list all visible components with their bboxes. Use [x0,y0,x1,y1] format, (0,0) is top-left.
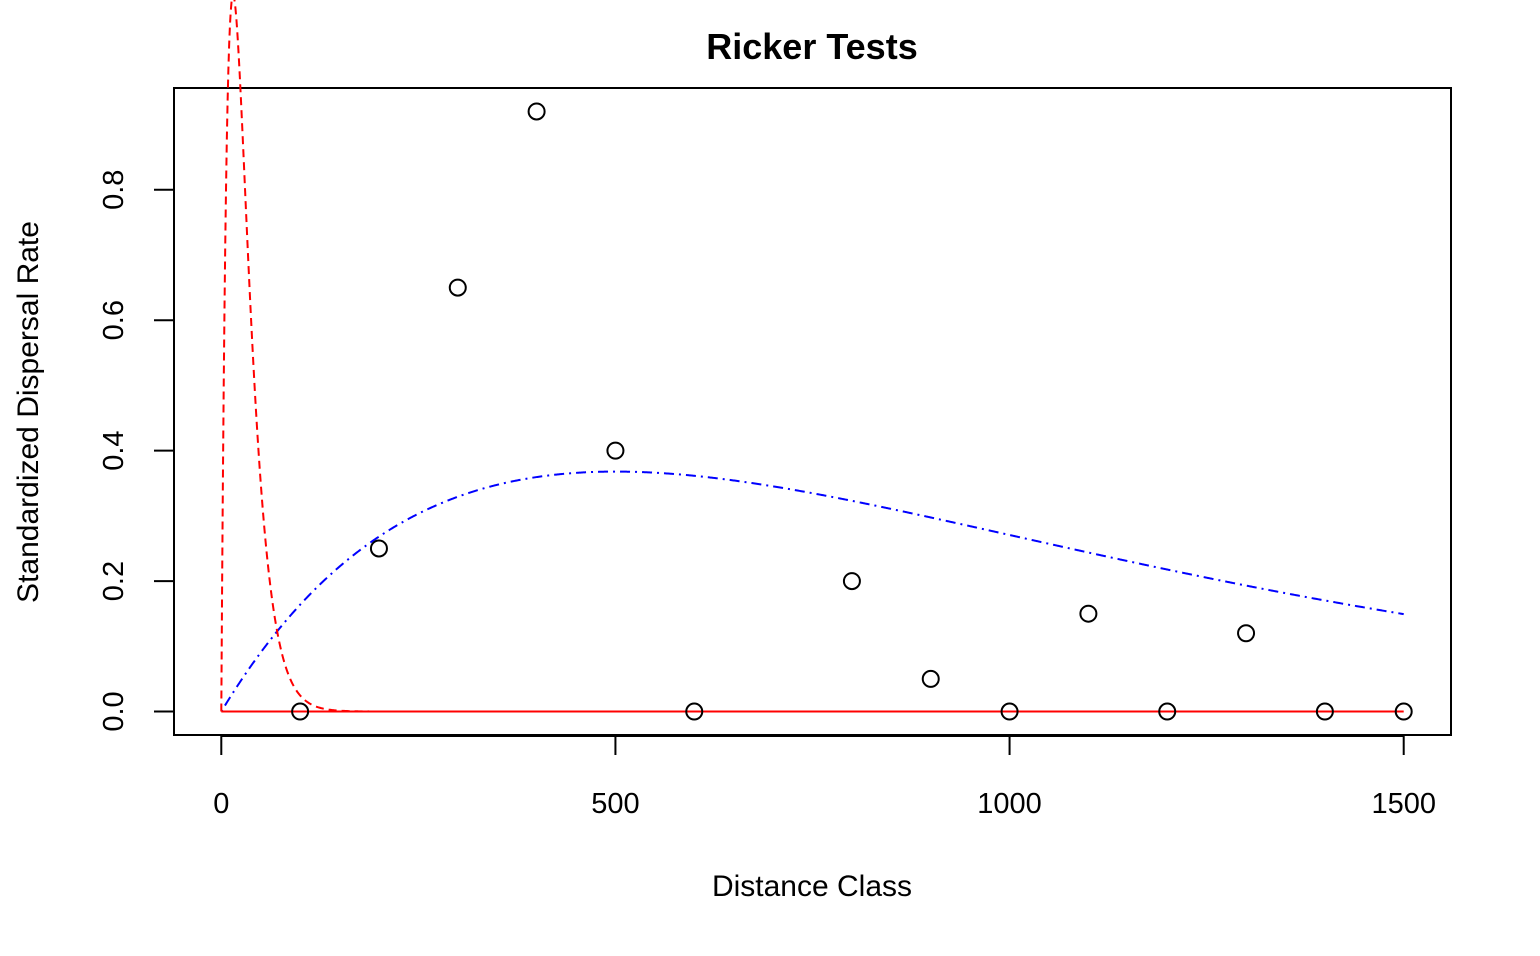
data-point [1158,702,1177,721]
y-tick-label: 0.2 [98,561,130,601]
data-point [369,539,388,558]
plot-frame [173,87,1452,736]
data-point [685,702,704,721]
y-axis-title: Standardized Dispersal Rate [12,221,45,603]
chart-title: Ricker Tests [706,26,917,67]
data-point [1394,702,1413,721]
x-tick-label: 500 [591,788,639,820]
data-point [291,702,310,721]
data-point [842,572,861,591]
x-axis-title: Distance Class [712,870,912,903]
y-tick-label: 0.8 [98,170,130,210]
y-axis: 0.0 0.2 0.4 0.6 0.8 [98,170,175,732]
data-point [921,669,940,688]
data-point [1000,702,1019,721]
x-tick-label: 0 [213,788,229,820]
x-tick-label: 1500 [1371,788,1436,820]
data-point [1315,702,1334,721]
x-axis: 0 500 1000 1500 [213,735,1436,820]
data-point [448,278,467,297]
data-point [606,441,625,460]
data-point [527,102,546,121]
x-tick-label: 1000 [977,788,1042,820]
fitted-curve-1 [220,470,1404,713]
data-points [291,102,1413,721]
y-tick-label: 0.4 [98,430,130,470]
data-point [1079,604,1098,623]
data-point [1237,624,1256,643]
fitted-curve-2 [220,0,1404,713]
fitted-curves [220,0,1404,713]
y-tick-label: 0.0 [98,691,130,731]
y-tick-label: 0.6 [98,300,130,340]
